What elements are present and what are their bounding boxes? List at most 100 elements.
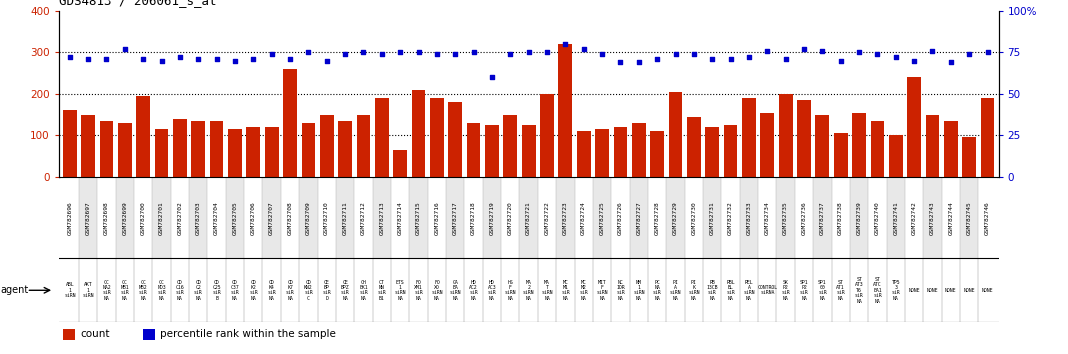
Text: GSM782728: GSM782728 (655, 201, 660, 235)
Text: GSM782746: GSM782746 (985, 201, 990, 235)
Bar (595, 129, 609, 177)
Text: PI
A
siRN
NA: PI A siRN NA (670, 280, 681, 301)
Point (300, 50, 317, 55)
Bar (339, 121, 352, 177)
Text: GSM782721: GSM782721 (527, 201, 531, 235)
Bar (705, 127, 719, 177)
Text: GSM782702: GSM782702 (177, 201, 183, 235)
Bar (593, 177, 611, 258)
Text: GSM782718: GSM782718 (471, 201, 476, 235)
Text: ABL
1
siRN: ABL 1 siRN (64, 282, 76, 298)
Point (245, 56, 262, 62)
Point (556, 41, 574, 47)
Text: GSM782734: GSM782734 (765, 201, 770, 235)
Point (484, 74, 501, 80)
Bar (978, 177, 996, 258)
Text: AKT
1
siRN: AKT 1 siRN (82, 282, 94, 298)
Bar (247, 127, 261, 177)
Point (263, 51, 280, 57)
Bar (229, 129, 241, 177)
Bar (115, 177, 134, 258)
Bar (779, 94, 792, 177)
Bar (813, 177, 832, 258)
Point (446, 51, 464, 57)
Text: SP1
P2
siR
NA: SP1 P2 siR NA (800, 280, 808, 301)
Bar (613, 127, 627, 177)
Point (318, 58, 335, 63)
Bar (485, 125, 499, 177)
Text: ETS
1
siRN
NA: ETS 1 siRN NA (394, 280, 406, 301)
Point (61, 55, 78, 60)
Bar (575, 177, 593, 258)
Text: GSM782699: GSM782699 (123, 201, 127, 235)
Bar (483, 177, 501, 258)
Text: TP5
3
siR
NA: TP5 3 siR NA (892, 280, 900, 301)
Text: GSM782703: GSM782703 (195, 201, 201, 235)
Text: HD
AC2
siR
NA: HD AC2 siR NA (469, 280, 477, 301)
Text: GSM782745: GSM782745 (967, 201, 972, 235)
Text: NM
1
siRN
NA: NM 1 siRN NA (633, 280, 645, 301)
Bar (630, 177, 648, 258)
Bar (79, 177, 97, 258)
Bar (171, 177, 189, 258)
Text: CC
NB1
siR
NA: CC NB1 siR NA (121, 280, 129, 301)
Point (942, 59, 959, 65)
Point (502, 51, 519, 57)
Text: GSM782739: GSM782739 (857, 201, 862, 235)
Text: RBL
BL
siR
NA: RBL BL siR NA (726, 280, 735, 301)
Point (979, 50, 996, 55)
Point (208, 56, 225, 62)
Text: GSM782727: GSM782727 (637, 201, 641, 235)
Point (135, 56, 152, 62)
Point (116, 46, 134, 52)
Bar (137, 96, 151, 177)
Text: GSM782736: GSM782736 (801, 201, 806, 235)
Text: GSM782706: GSM782706 (251, 201, 256, 235)
Text: GSM782733: GSM782733 (747, 201, 752, 235)
Bar (834, 133, 848, 177)
Bar (611, 177, 630, 258)
Text: GSM782705: GSM782705 (233, 201, 237, 235)
Text: CD
C2
siR
NA: CD C2 siR NA (194, 280, 203, 301)
Bar (465, 177, 483, 258)
Text: percentile rank within the sample: percentile rank within the sample (160, 329, 335, 339)
Bar (650, 131, 664, 177)
Text: GSM782701: GSM782701 (159, 201, 164, 235)
Text: CONTROL
siRNA: CONTROL siRNA (757, 285, 778, 296)
Text: GSM782726: GSM782726 (618, 201, 623, 235)
Text: HS
F
siRN
NA: HS F siRN NA (504, 280, 516, 301)
Bar (905, 177, 924, 258)
Text: GSM782714: GSM782714 (397, 201, 403, 235)
Text: GSM782711: GSM782711 (343, 201, 347, 235)
Text: SP1
00
siR
NA: SP1 00 siR NA (818, 280, 827, 301)
Bar (669, 92, 682, 177)
Point (888, 55, 905, 60)
Bar (63, 110, 77, 177)
Text: CD
C37
siR
NA: CD C37 siR NA (231, 280, 239, 301)
Text: MC
M1
siR
NA: MC M1 siR NA (561, 280, 569, 301)
Bar (97, 177, 115, 258)
Text: CD
K4
siR
NA: CD K4 siR NA (267, 280, 276, 301)
Point (520, 50, 537, 55)
Text: GSM782722: GSM782722 (545, 201, 550, 235)
Text: ST
ATC
EA1
siR
NA: ST ATC EA1 siR NA (874, 277, 882, 304)
Point (612, 59, 629, 65)
Text: MA
T
siRN
NA: MA T siRN NA (541, 280, 553, 301)
Text: CE
BPZ
siR
NA: CE BPZ siR NA (341, 280, 349, 301)
Bar (742, 98, 756, 177)
Text: GSM782743: GSM782743 (930, 201, 934, 235)
Bar (962, 137, 976, 177)
Bar (143, 329, 155, 340)
Bar (666, 177, 685, 258)
Bar (559, 44, 572, 177)
Text: NONE: NONE (927, 288, 939, 293)
Text: GSM782735: GSM782735 (783, 201, 788, 235)
Point (961, 51, 978, 57)
Text: GSM782719: GSM782719 (489, 201, 494, 235)
Bar (868, 177, 886, 258)
Bar (889, 135, 902, 177)
Point (796, 46, 813, 52)
Bar (758, 177, 776, 258)
Text: CC
NB2
siR
NA: CC NB2 siR NA (139, 280, 147, 301)
Bar (648, 177, 666, 258)
